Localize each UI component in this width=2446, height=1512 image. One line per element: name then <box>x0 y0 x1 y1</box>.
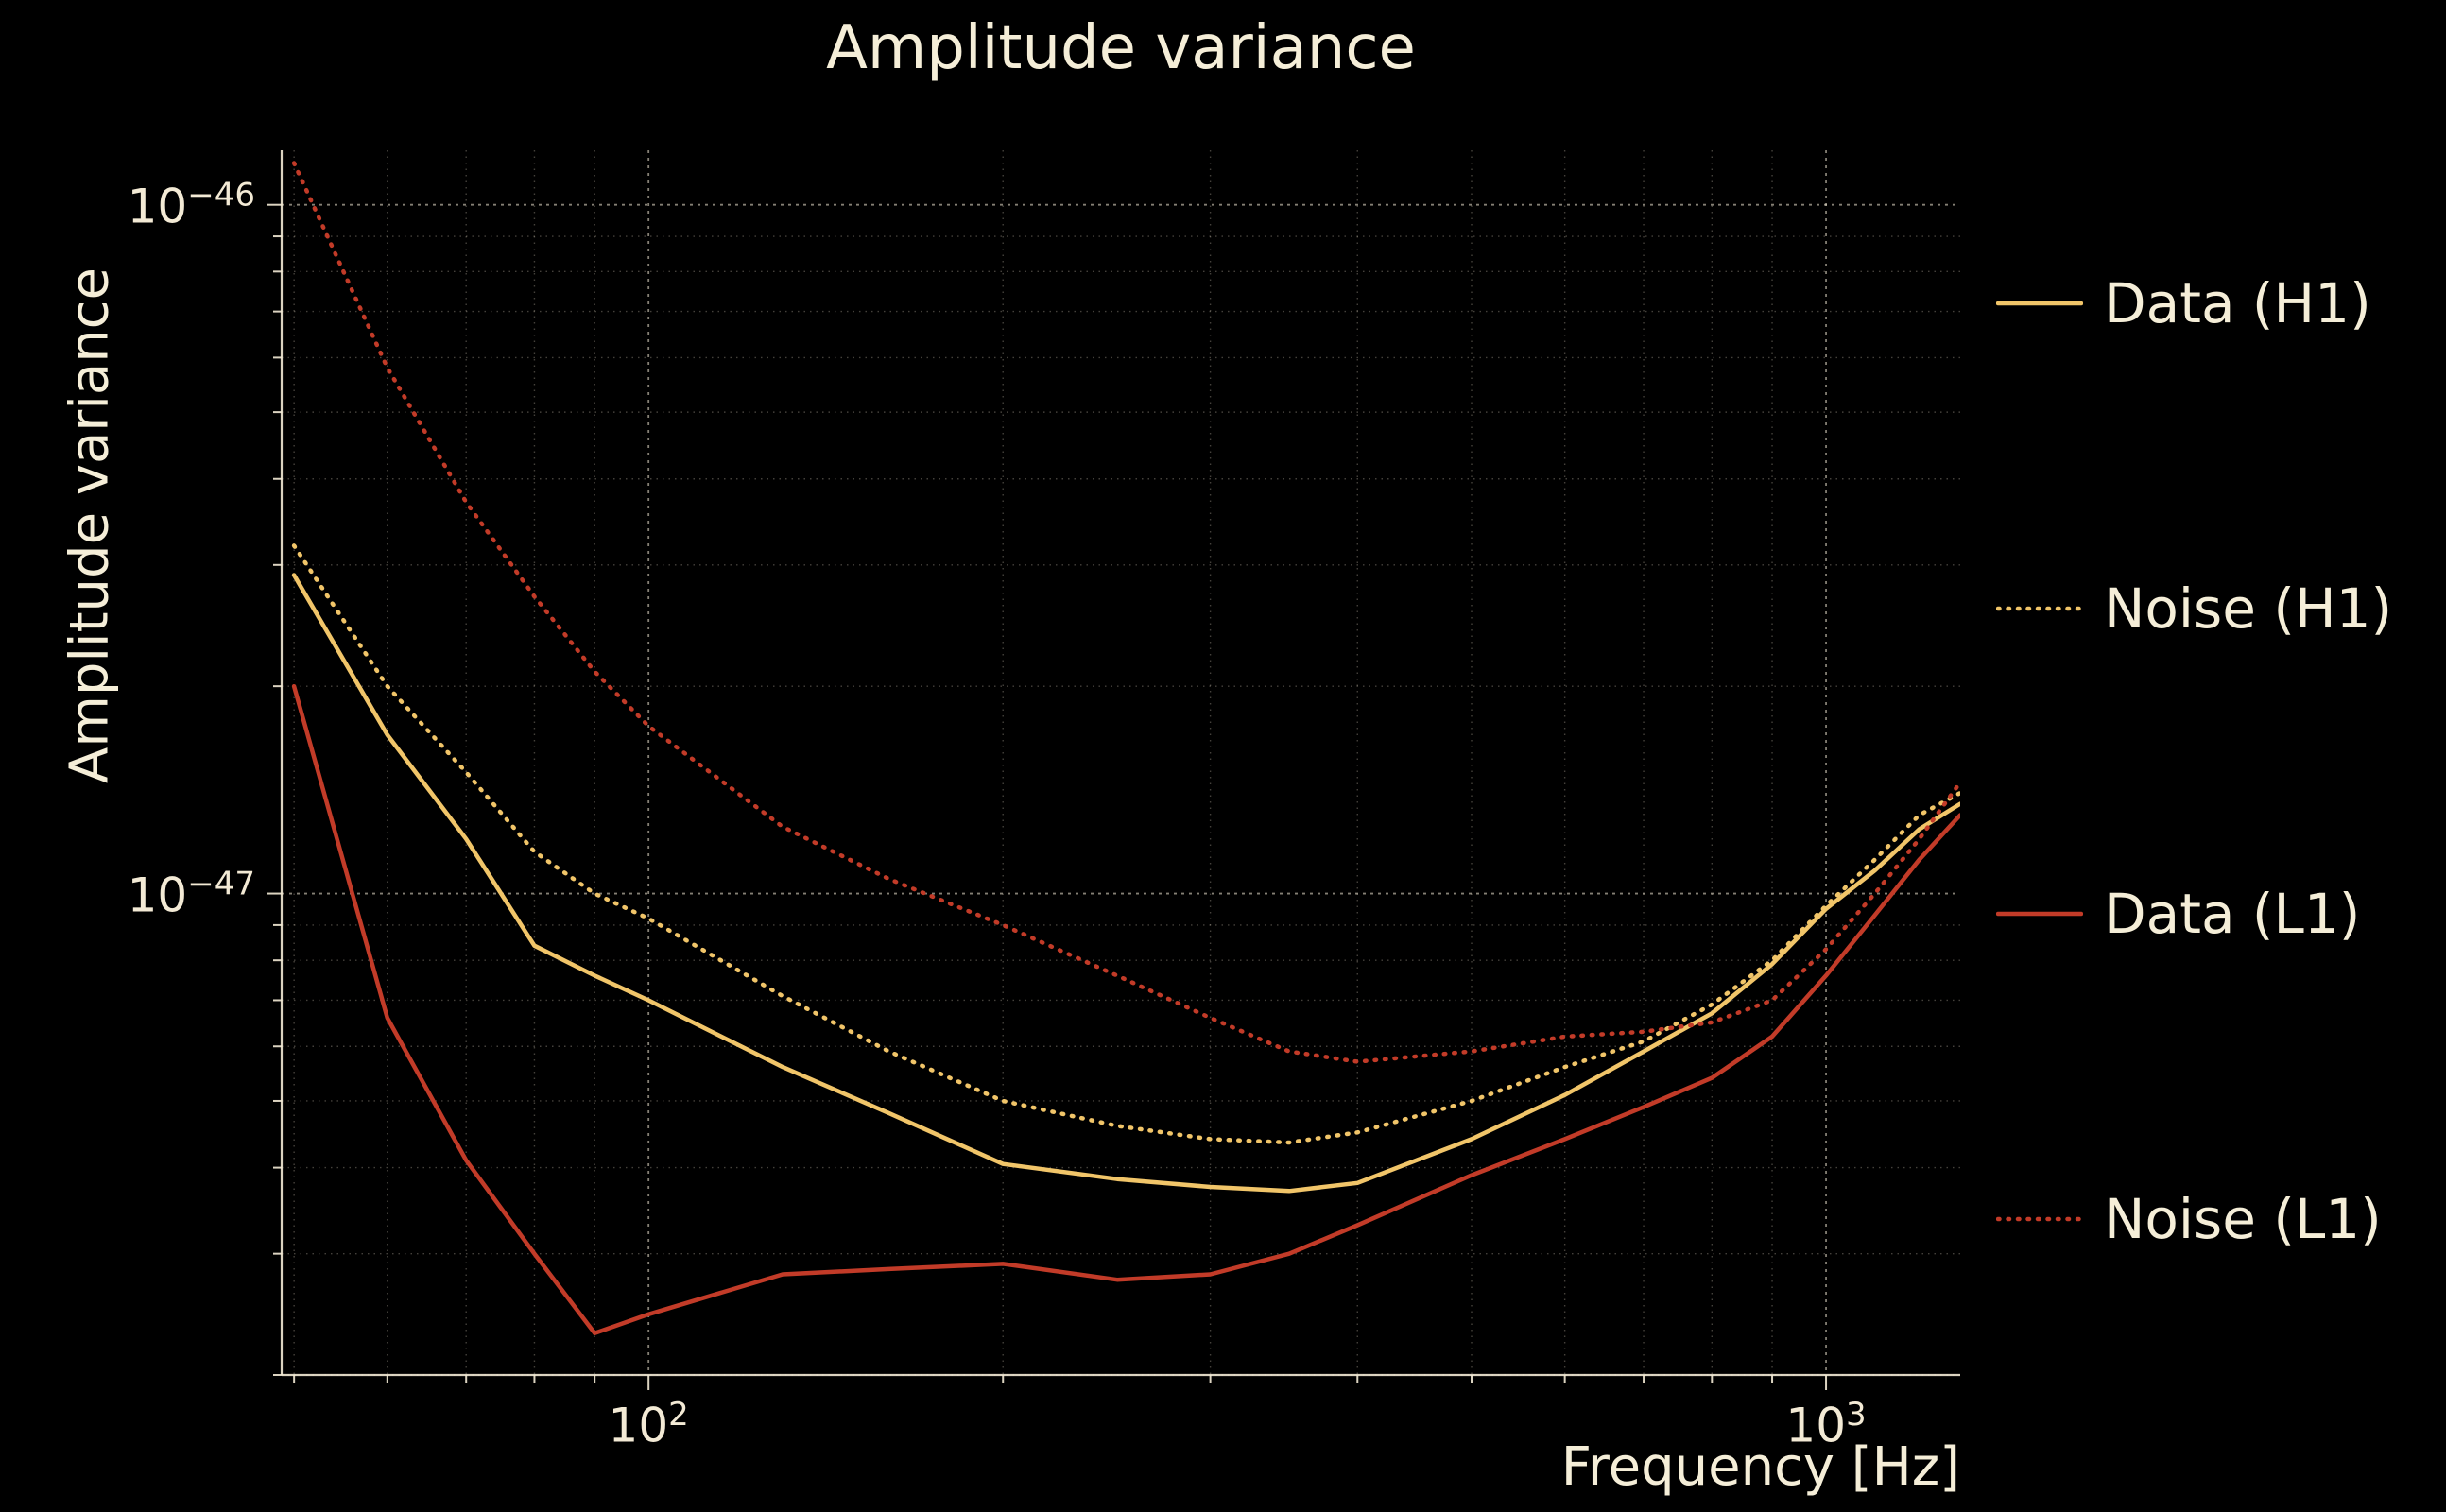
y-tick-label: 10−46 <box>127 176 255 234</box>
legend-item: Data (H1) <box>1996 271 2371 335</box>
legend-item-label: Noise (H1) <box>2104 576 2393 641</box>
series-line-noise-h1 <box>291 543 1960 1145</box>
legend-line-sample <box>1996 301 2083 306</box>
legend-item-label: Data (L1) <box>2104 882 2361 946</box>
legend-line-sample <box>1996 1216 2083 1222</box>
legend-item-label: Data (H1) <box>2104 271 2371 335</box>
legend-item: Data (L1) <box>1996 882 2360 946</box>
series-line-data-l1 <box>291 683 1960 1336</box>
series-line-data-h1 <box>291 573 1960 1194</box>
legend-item: Noise (L1) <box>1996 1187 2382 1251</box>
y-axis-label: Amplitude variance <box>59 267 121 783</box>
y-tick-label: 10−47 <box>127 865 255 922</box>
x-tick-label: 103 <box>1785 1396 1867 1453</box>
series-line-noise-l1 <box>291 161 1960 1064</box>
legend-item-label: Noise (L1) <box>2104 1187 2382 1251</box>
legend-line-sample <box>1996 606 2083 611</box>
x-axis-label: Frequency [Hz] <box>1560 1436 1960 1498</box>
chart-title: Amplitude variance <box>826 13 1416 83</box>
x-tick-label: 102 <box>608 1396 689 1453</box>
legend-line-sample <box>1996 911 2083 917</box>
legend-item: Noise (H1) <box>1996 576 2392 641</box>
